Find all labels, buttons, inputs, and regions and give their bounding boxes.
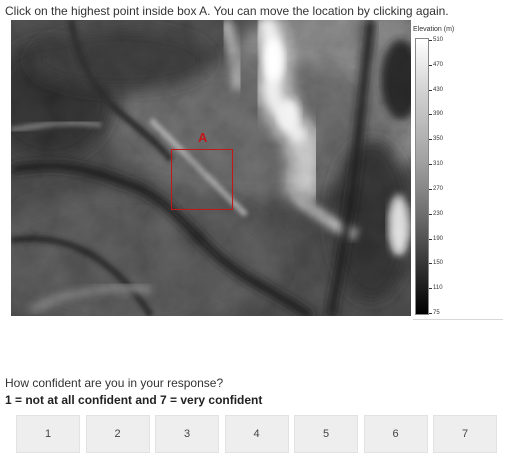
elevation-map-image: [11, 20, 411, 316]
legend-tick: [429, 238, 432, 240]
legend-tick: [429, 89, 432, 91]
legend-tick-label: 430: [433, 86, 444, 93]
legend-color-bar: [415, 38, 429, 315]
legend-tick-label: 190: [433, 235, 444, 242]
confidence-option-3[interactable]: 3: [155, 415, 219, 453]
legend-tick: [429, 288, 432, 290]
legend-title: Elevation (m): [413, 26, 455, 33]
elevation-legend: Elevation (m) 510 470 430 390 350 310 270 230 19…: [413, 24, 503, 320]
legend-tick: [429, 114, 432, 116]
legend-tick-label: 150: [433, 260, 444, 267]
legend-tick-label: 390: [433, 111, 444, 118]
legend-tick-label: 270: [433, 185, 444, 192]
legend-tick-label: 230: [433, 210, 444, 217]
confidence-question: How confident are you in your response?: [5, 376, 224, 390]
legend-divider: [413, 319, 503, 320]
confidence-option-7[interactable]: 7: [433, 415, 497, 453]
legend-tick: [429, 213, 432, 215]
legend-tick: [429, 263, 432, 265]
confidence-option-1[interactable]: 1: [16, 415, 80, 453]
legend-tick: [429, 139, 432, 141]
legend-tick-label: 510: [433, 37, 444, 43]
legend-tick: [429, 64, 432, 66]
elevation-map[interactable]: A: [11, 20, 411, 316]
legend-tick-label: 310: [433, 161, 444, 168]
legend-tick: [429, 40, 432, 41]
confidence-option-2[interactable]: 2: [85, 415, 150, 453]
confidence-option-5[interactable]: 5: [294, 415, 358, 453]
legend-tick-label: 470: [433, 61, 444, 68]
legend-tick: [429, 313, 432, 314]
legend-tick: [429, 164, 432, 166]
legend-tick-label: 110: [433, 285, 443, 292]
confidence-option-6[interactable]: 6: [363, 415, 428, 453]
confidence-option-4[interactable]: 4: [224, 415, 289, 453]
confidence-scale-note: 1 = not at all confident and 7 = very co…: [5, 393, 263, 407]
legend-tick: [429, 188, 432, 190]
legend-tick-label: 350: [433, 136, 444, 143]
legend-tick-label: 75: [433, 310, 440, 316]
task-instruction: Click on the highest point inside box A.…: [5, 4, 449, 18]
